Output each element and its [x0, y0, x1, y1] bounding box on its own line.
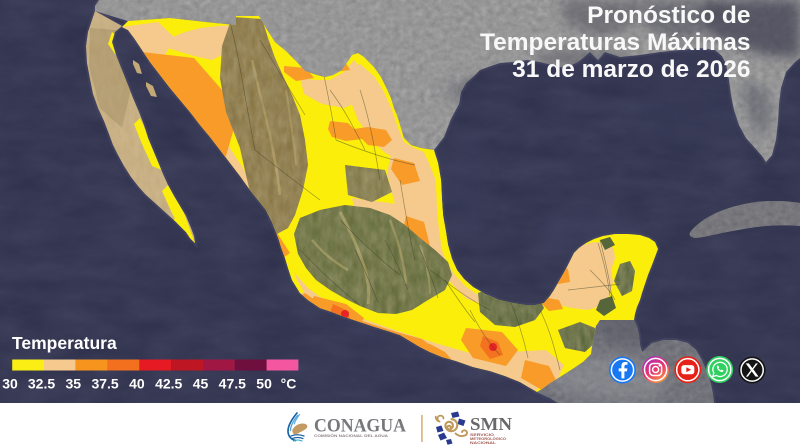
svg-text:Temperaturas Máximas: Temperaturas Máximas: [480, 29, 751, 56]
svg-text:CONAGUA: CONAGUA: [314, 416, 406, 437]
svg-text:SERVICIO: SERVICIO: [470, 433, 495, 437]
svg-text:Pronóstico de: Pronóstico de: [587, 2, 750, 29]
svg-text:NACIONAL: NACIONAL: [470, 441, 496, 445]
svg-text:METEOROLÓGICO: METEOROLÓGICO: [470, 436, 506, 441]
svg-text:Temperatura: Temperatura: [12, 333, 117, 353]
svg-text:40: 40: [129, 376, 145, 392]
svg-text:50: 50: [256, 376, 272, 392]
svg-text:35: 35: [66, 376, 82, 392]
svg-text:°C: °C: [281, 376, 297, 392]
svg-text:42.5: 42.5: [155, 376, 182, 392]
svg-text:31 de marzo de 2026: 31 de marzo de 2026: [512, 56, 750, 83]
svg-text:37.5: 37.5: [91, 376, 118, 392]
svg-text:COMISIÓN NACIONAL DEL AGUA: COMISIÓN NACIONAL DEL AGUA: [314, 433, 389, 438]
svg-text:SMN: SMN: [470, 414, 512, 434]
svg-text:32.5: 32.5: [28, 376, 55, 392]
svg-text:45: 45: [193, 376, 209, 392]
svg-text:47.5: 47.5: [219, 376, 246, 392]
svg-text:30: 30: [2, 376, 18, 392]
